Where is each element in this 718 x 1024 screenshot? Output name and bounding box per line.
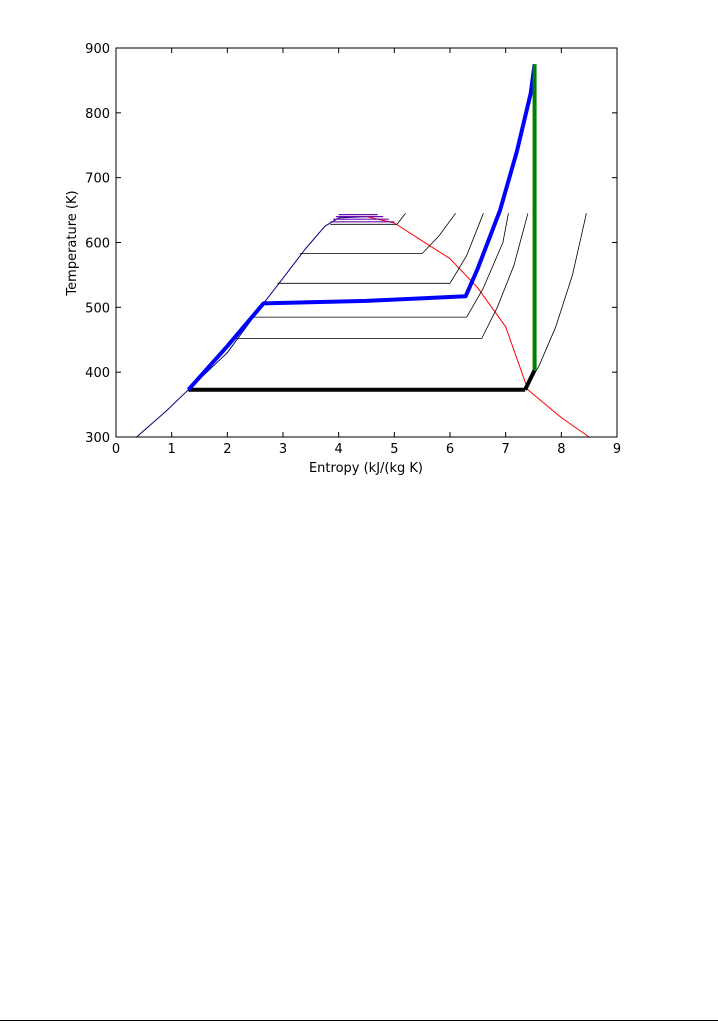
x-tick-label: 6 (446, 442, 454, 457)
isobar-superheat-5 (396, 213, 406, 225)
x-tick-label: 2 (223, 442, 231, 457)
x-tick-label: 7 (502, 442, 510, 457)
page-bottom-rule (0, 1020, 718, 1021)
y-tick-label: 400 (85, 366, 110, 381)
saturated-liquid-line (136, 216, 367, 437)
x-tick-label: 5 (390, 442, 398, 457)
x-tick-label: 0 (112, 442, 120, 457)
x-tick-label: 1 (168, 442, 176, 457)
plot-data-layer (136, 63, 590, 437)
y-tick-label: 500 (85, 301, 110, 316)
cycle-heating-line (186, 63, 537, 392)
isobar-superheat-1 (481, 213, 529, 339)
y-tick-label: 800 (85, 107, 110, 122)
y-tick-label: 600 (85, 237, 110, 252)
plot-frame (115, 47, 618, 438)
y-tick-label: 700 (85, 172, 110, 187)
saturated-vapor-line (366, 216, 590, 437)
y-axis-label: Temperature (K) (65, 190, 80, 296)
x-tick-label: 3 (279, 442, 287, 457)
isobar-superheat-2 (466, 213, 509, 318)
x-tick-label: 8 (557, 442, 565, 457)
y-tick-label: 900 (85, 42, 110, 57)
x-axis-label: Entropy (kJ/(kg K) (309, 461, 423, 476)
x-tick-label: 4 (335, 442, 343, 457)
y-tick-label: 300 (85, 431, 110, 446)
cycle-exhaust-line (523, 369, 537, 391)
axis-ticks: 0 1 2 3 4 5 6 7 8 9 300 400 500 600 700 800 900 (85, 42, 621, 457)
x-tick-label: 9 (613, 442, 621, 457)
isobar-superheat-3 (449, 213, 484, 284)
isobar-superheat-4 (421, 213, 456, 254)
